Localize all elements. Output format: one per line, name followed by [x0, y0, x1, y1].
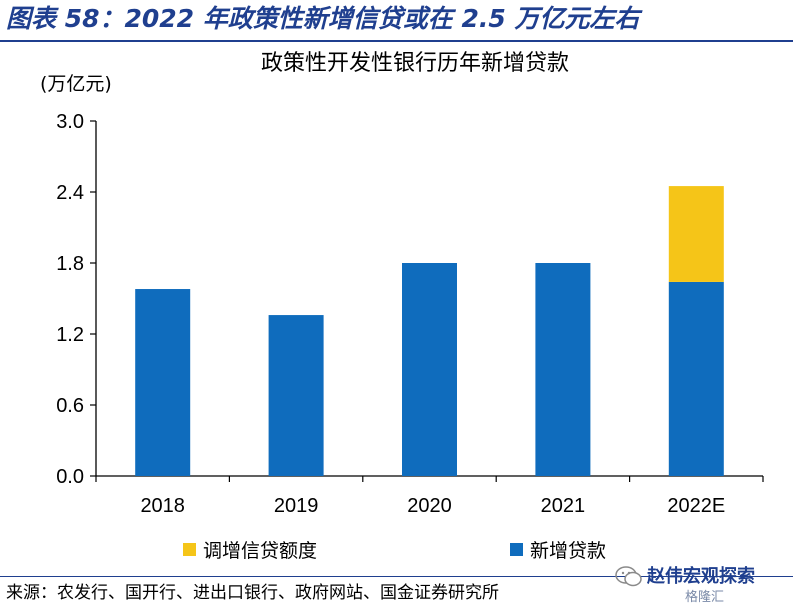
x-tick-label: 2021 — [541, 495, 586, 517]
bars-group — [135, 186, 724, 476]
wechat-icon — [615, 566, 642, 587]
y-tick-label: 3.0 — [56, 111, 84, 133]
bar-2022E — [668, 281, 724, 476]
watermark: 赵伟宏观探索 格隆汇 — [615, 558, 790, 608]
x-tick-labels: 2018 2019 2020 2021 2022E — [140, 495, 725, 517]
x-tick-label: 2020 — [407, 495, 452, 517]
watermark-text: 赵伟宏观探索 — [647, 566, 755, 587]
legend-swatch — [510, 543, 523, 556]
legend-swatch — [183, 543, 196, 556]
legend-label: 调增信贷额度 — [203, 540, 317, 562]
y-tick-label: 0.6 — [56, 395, 84, 417]
chart-title: 政策性开发性银行历年新增贷款 — [261, 51, 569, 76]
axes — [90, 120, 764, 482]
legend-label: 新增贷款 — [530, 540, 606, 562]
x-tick-label: 2018 — [140, 495, 185, 517]
bar-chart: 政策性开发性银行历年新增贷款 (万亿元) 2018 2019 2020 2021 202… — [40, 51, 764, 562]
x-tick-label: 2022E — [667, 495, 725, 517]
bar-2021 — [535, 263, 591, 476]
y-tick-label: 1.2 — [56, 324, 84, 346]
figure-title: 图表 58：2022 年政策性新增信贷或在 2.5 万亿元左右 — [6, 4, 640, 33]
x-tick-label: 2019 — [274, 495, 319, 517]
source-note: 来源：农发行、国开行、进出口银行、政府网站、国金证券研究所 — [6, 583, 499, 603]
y-tick-label: 2.4 — [56, 182, 84, 204]
bar-2020 — [402, 263, 457, 476]
watermark-sub: 格隆汇 — [685, 590, 725, 605]
title-rule — [0, 40, 793, 42]
y-tick-labels: 0.0 0.6 1.2 1.8 2.4 3.0 — [56, 111, 84, 488]
source-rule — [0, 576, 793, 577]
y-axis-label: (万亿元) — [40, 73, 112, 95]
y-tick-label: 1.8 — [56, 253, 84, 275]
legend: 调增信贷额度 新增贷款 — [183, 540, 606, 562]
bar-2022E — [668, 186, 724, 282]
bar-2018 — [135, 289, 191, 476]
y-tick-label: 0.0 — [56, 466, 84, 488]
bar-2019 — [268, 315, 324, 476]
